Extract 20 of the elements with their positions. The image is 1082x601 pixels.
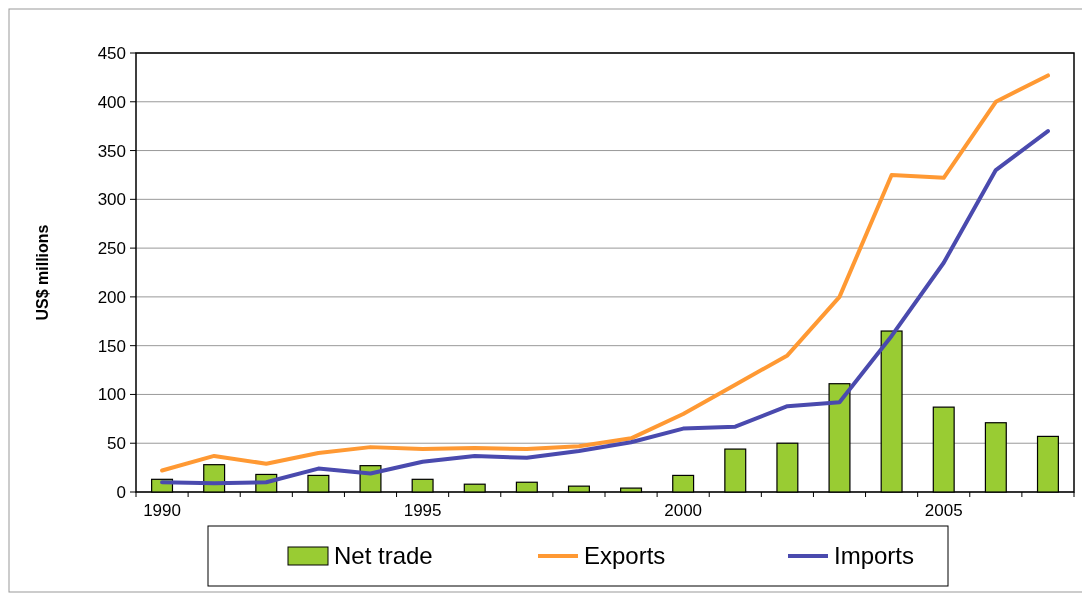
x-tick-label: 1990 — [143, 501, 181, 520]
line-series — [160, 73, 1050, 473]
y-tick-label: 250 — [97, 239, 126, 259]
legend-label: Net trade — [334, 542, 433, 570]
y-tick-label: 450 — [97, 43, 126, 63]
legend-label: Imports — [834, 542, 915, 570]
y-tick-label: 400 — [97, 92, 126, 112]
line-series — [160, 129, 1050, 486]
y-tick-label: 350 — [97, 141, 126, 161]
x-tick-label: 2000 — [664, 501, 703, 520]
y-tick-label: 50 — [107, 434, 126, 454]
x-tick-label: 2005 — [924, 501, 963, 520]
legend-label: Exports — [584, 542, 666, 570]
y-tick-label: 150 — [97, 336, 126, 356]
y-tick-label: 300 — [97, 190, 126, 210]
y-tick-label: 0 — [116, 482, 126, 502]
y-tick-label: 100 — [97, 385, 126, 405]
y-axis-title: US$ millions — [34, 224, 51, 321]
y-tick-label: 200 — [97, 287, 126, 307]
x-tick-label: 1995 — [403, 501, 442, 520]
